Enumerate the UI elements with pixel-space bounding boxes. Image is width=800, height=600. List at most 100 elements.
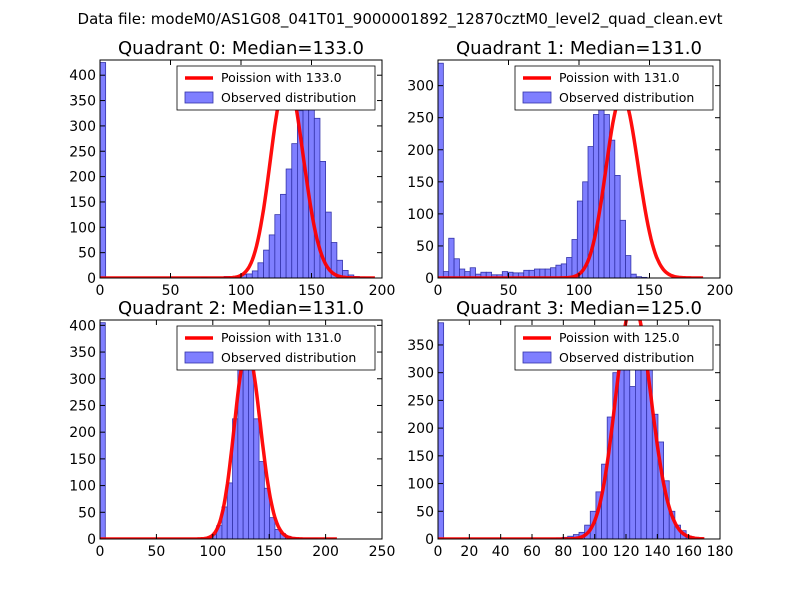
y-tick-label: 100 xyxy=(407,477,434,493)
y-tick-label: 150 xyxy=(407,449,434,465)
x-tick-label: 100 xyxy=(199,544,226,560)
histogram-bar xyxy=(100,62,107,278)
subplot-quadrant-0: Quadrant 0: Median=133.0 0 50 100 150 200 0 50 1… xyxy=(69,38,395,299)
x-tick-label: 180 xyxy=(707,544,734,560)
subplot-title: Quadrant 3: Median=125.0 xyxy=(456,298,702,319)
x-tick-label: 200 xyxy=(707,283,734,299)
histogram-bar xyxy=(555,264,562,278)
legend-line-label: Poission with 131.0 xyxy=(221,330,342,345)
histogram-bar xyxy=(258,461,265,539)
legend-line-label: Poission with 133.0 xyxy=(221,70,342,85)
legend-bar-label: Observed distribution xyxy=(221,350,356,365)
x-tick-label: 60 xyxy=(523,544,541,560)
y-tick-label: 250 xyxy=(69,144,96,160)
legend: Poission with 125.0 Observed distribution xyxy=(514,325,714,371)
legend-bar-swatch xyxy=(522,91,552,104)
legend-bar-label: Observed distribution xyxy=(559,90,694,105)
legend: Poission with 133.0 Observed distribution xyxy=(176,65,376,111)
x-tick-label: 150 xyxy=(636,283,663,299)
y-tick-label: 300 xyxy=(69,372,96,388)
y-tick-label: 150 xyxy=(69,452,96,468)
histogram-bar xyxy=(571,239,578,278)
subplot-title: Quadrant 1: Median=131.0 xyxy=(456,38,702,59)
subplot-quadrant-3: Quadrant 3: Median=125.00 20 40 60 80 100 120 1… xyxy=(407,298,733,560)
y-tick-label: 100 xyxy=(69,220,96,236)
histogram-bar xyxy=(592,114,600,278)
histogram-bar xyxy=(274,214,281,278)
y-tick-label: 300 xyxy=(69,119,96,135)
y-tick-label: 200 xyxy=(69,425,96,441)
y-tick-label: 0 xyxy=(425,271,434,287)
y-tick-label: 200 xyxy=(407,421,434,437)
y-tick-label: 300 xyxy=(407,366,434,382)
histogram-bar xyxy=(242,346,249,539)
subplot-quadrant-1: Quadrant 1: Median=131.0 0 50 100 150 200 0 50 1… xyxy=(407,38,733,299)
poisson-fit-line xyxy=(438,94,704,278)
histogram-bar xyxy=(438,322,445,539)
histogram-bar xyxy=(248,362,255,539)
histogram-bar xyxy=(268,234,276,278)
histogram-bar xyxy=(448,237,455,278)
legend-line-label: Poission with 125.0 xyxy=(559,330,680,345)
x-tick-label: 0 xyxy=(434,283,443,299)
y-tick-label: 50 xyxy=(416,239,434,255)
histogram-bar xyxy=(291,143,298,278)
histogram-bar xyxy=(560,263,567,278)
histogram-bar xyxy=(619,219,626,278)
poisson-fit-line xyxy=(100,76,376,278)
x-tick-label: 100 xyxy=(581,544,608,560)
x-tick-label: 0 xyxy=(96,544,105,560)
histogram-bar xyxy=(100,322,106,539)
histogram-bar xyxy=(226,482,233,539)
histogram-bar xyxy=(285,168,293,278)
legend-bar-label: Observed distribution xyxy=(559,350,694,365)
subplot-title: Quadrant 2: Median=131.0 xyxy=(118,298,364,319)
histogram-bar xyxy=(253,418,260,539)
y-tick-label: 100 xyxy=(407,207,434,223)
x-tick-label: 200 xyxy=(369,283,396,299)
x-tick-label: 50 xyxy=(500,283,518,299)
x-tick-label: 40 xyxy=(492,544,510,560)
y-tick-label: 200 xyxy=(407,143,434,159)
x-tick-label: 80 xyxy=(554,544,572,560)
x-tick-label: 200 xyxy=(312,544,339,560)
legend-bar-swatch xyxy=(184,91,214,104)
x-tick-label: 160 xyxy=(675,544,702,560)
histogram-bar xyxy=(469,267,476,278)
histogram-bar xyxy=(269,517,276,539)
y-tick-label: 50 xyxy=(78,246,96,262)
histogram-bar xyxy=(342,269,349,278)
x-tick-label: 150 xyxy=(256,544,283,560)
y-tick-label: 100 xyxy=(69,479,96,495)
histogram-bar xyxy=(251,270,259,278)
histogram-bar xyxy=(630,273,637,278)
legend: Poission with 131.0 Observed distribution xyxy=(176,325,376,371)
y-tick-label: 400 xyxy=(69,318,96,334)
subplot-grid: Quadrant 0: Median=133.00 50 100 150 2000501… xyxy=(69,38,733,560)
histogram-bar xyxy=(336,259,343,278)
histogram-bar xyxy=(453,258,460,278)
y-tick-label: 0 xyxy=(87,532,96,548)
legend-bar-label: Observed distribution xyxy=(221,90,356,105)
histogram-bar xyxy=(313,117,321,278)
histogram-bar xyxy=(625,255,632,278)
y-tick-label: 200 xyxy=(69,170,96,186)
x-tick-label: 140 xyxy=(644,544,671,560)
y-tick-label: 250 xyxy=(407,393,434,409)
x-tick-label: 100 xyxy=(228,283,255,299)
y-tick-label: 150 xyxy=(407,175,434,191)
y-tick-label: 300 xyxy=(407,79,434,95)
y-tick-label: 50 xyxy=(78,505,96,521)
histogram-bar xyxy=(257,262,264,278)
histogram-bar xyxy=(263,249,270,278)
plot-area xyxy=(438,62,704,278)
y-tick-label: 50 xyxy=(416,504,434,520)
x-tick-label: 150 xyxy=(298,283,325,299)
histogram-bar xyxy=(629,386,636,539)
y-tick-label: 350 xyxy=(69,345,96,361)
x-tick-label: 50 xyxy=(147,544,165,560)
histogram-bar xyxy=(640,352,648,539)
histogram-bar xyxy=(246,273,253,278)
y-tick-label: 400 xyxy=(69,68,96,84)
